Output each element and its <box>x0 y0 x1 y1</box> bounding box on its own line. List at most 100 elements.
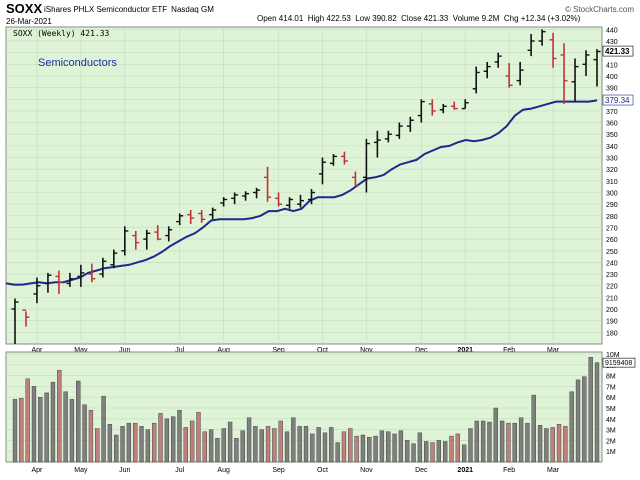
price-tick-label: 270 <box>606 225 618 232</box>
volume-bar <box>170 416 176 463</box>
price-bar <box>384 130 392 143</box>
fund-exchange-text: Nasdaq GM <box>171 5 214 14</box>
price-bar <box>461 99 469 110</box>
price-tick-label: 220 <box>606 284 618 291</box>
volume-bar <box>139 426 144 463</box>
volume-bar <box>386 431 391 463</box>
price-bar <box>121 226 129 256</box>
price-bar <box>44 272 52 293</box>
price-bar <box>264 166 272 202</box>
copyright-text: © StockCharts.com <box>565 5 634 14</box>
volume-bar <box>101 395 106 463</box>
volume-bar <box>63 391 68 463</box>
price-gridlines <box>6 27 602 344</box>
volume-bar <box>221 428 226 463</box>
volume-bar <box>57 370 62 463</box>
ma-value-badge: 379.34 <box>602 94 634 106</box>
volume-bar <box>88 409 94 463</box>
volume-bar <box>278 420 283 463</box>
volume-bar <box>158 413 163 463</box>
volume-bar <box>82 404 87 463</box>
price-bar <box>198 209 206 223</box>
volume-bar <box>265 426 271 463</box>
volume-bar <box>25 378 30 463</box>
volume-x-tick-label: Oct <box>317 467 328 474</box>
price-tick-label: 180 <box>606 330 618 337</box>
price-bar <box>231 192 239 205</box>
price-tick-label: 240 <box>606 260 618 267</box>
volume-x-tick-label: Feb <box>503 467 515 474</box>
volume-bar <box>76 380 81 463</box>
price-bar <box>395 122 403 139</box>
volume-bar <box>114 434 119 463</box>
volume-bar <box>246 417 252 463</box>
price-tick-label: 440 <box>606 27 618 34</box>
price-x-tick-label: Apr <box>32 347 44 354</box>
price-bar <box>33 277 41 304</box>
volume-bar <box>588 357 593 463</box>
volume-bar <box>575 379 581 463</box>
price-bar <box>165 226 173 242</box>
price-bar <box>351 171 359 187</box>
price-tick-label: 410 <box>606 62 618 69</box>
volume-tick-label: 5M <box>606 406 616 413</box>
volume-bar <box>506 422 511 463</box>
volume-x-tick-label: Nov <box>360 467 373 474</box>
volume-axis: 1M2M3M4M5M6M7M8M9M10M <box>606 352 620 456</box>
volume-x-tick-label: Jul <box>175 467 184 474</box>
volume-value-label: 9159408 <box>605 360 632 367</box>
volume-bar <box>291 417 296 463</box>
volume-bar <box>474 420 479 463</box>
volume-x-tick-label: Mar <box>547 467 560 474</box>
volume-bar <box>525 422 530 463</box>
volume-bar <box>303 426 309 463</box>
price-tick-label: 230 <box>606 272 618 279</box>
volume-bar <box>31 386 37 463</box>
price-bar <box>505 63 513 88</box>
volume-x-tick-label: Sep <box>272 467 285 474</box>
price-bar <box>527 33 535 57</box>
volume-bar <box>69 399 75 463</box>
price-bar <box>22 309 30 327</box>
volume-bar <box>512 422 517 463</box>
price-bar <box>549 32 557 68</box>
volume-bar <box>348 428 353 463</box>
volume-x-tick-label: May <box>74 467 88 474</box>
volume-bar <box>582 376 587 463</box>
volume-bars <box>12 357 600 463</box>
volume-bar <box>436 440 442 463</box>
volume-bar <box>417 432 423 463</box>
volume-bar <box>360 434 366 463</box>
price-bar <box>439 103 447 114</box>
last-price-badge: 421.33 <box>602 45 634 57</box>
volume-tick-label: 1M <box>606 449 616 456</box>
price-bar <box>560 43 568 104</box>
volume-bar <box>367 436 372 463</box>
price-bar <box>307 188 315 205</box>
volume-bar <box>569 391 574 463</box>
volume-bar <box>379 430 385 463</box>
price-tick-label: 390 <box>606 86 618 93</box>
price-bar <box>286 197 294 209</box>
price-tick-label: 330 <box>606 156 618 163</box>
volume-tick-label: 2M <box>606 438 616 445</box>
volume-bar <box>44 392 49 463</box>
volume-tick-label: 6M <box>606 395 616 402</box>
volume-bar <box>335 442 340 463</box>
volume-bar <box>411 443 416 463</box>
price-bar <box>297 194 305 208</box>
volume-bar <box>341 431 347 463</box>
volume-bar <box>493 407 498 463</box>
volume-bar <box>398 430 404 463</box>
price-bar <box>340 151 348 165</box>
price-bar <box>154 225 162 241</box>
volume-bar <box>272 428 277 463</box>
price-panel <box>5 26 603 345</box>
volume-bar <box>177 409 182 463</box>
volume-bar <box>373 435 378 463</box>
price-x-tick-label: Feb <box>503 347 515 354</box>
price-bar <box>406 116 414 132</box>
volume-x-tick-label: 2021 <box>457 467 473 474</box>
price-bar <box>428 99 436 116</box>
